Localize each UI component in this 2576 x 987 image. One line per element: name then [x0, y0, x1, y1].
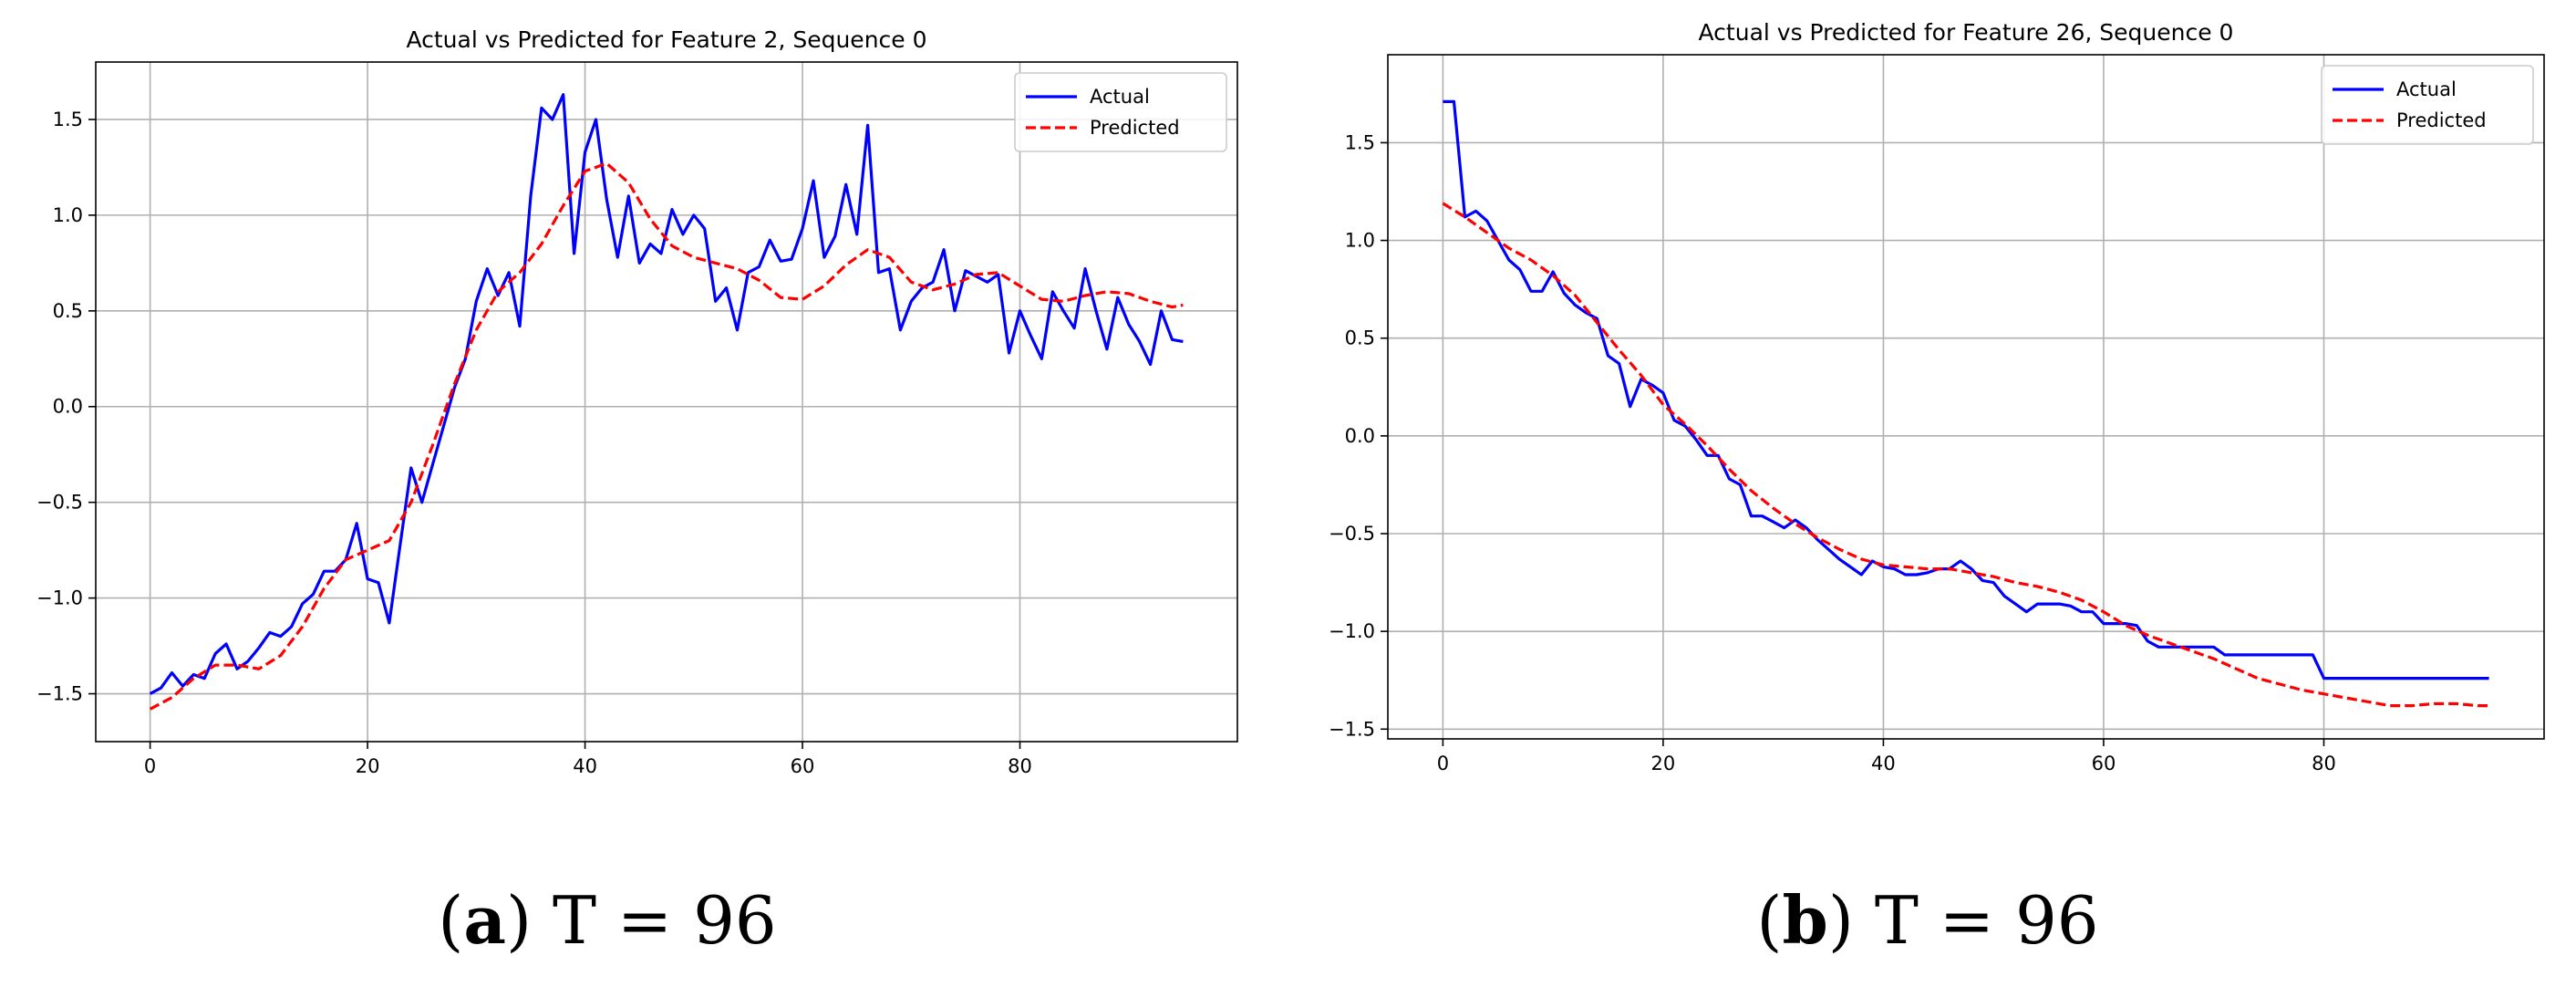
- legend: Actual Predicted: [1014, 72, 1227, 152]
- x-tick-label: 60: [791, 755, 815, 777]
- y-tick-label: −1.0: [36, 587, 83, 609]
- legend: Actual Predicted: [2321, 65, 2534, 145]
- caption-a: (a) T = 96: [438, 881, 777, 959]
- y-tick-label: −1.5: [1329, 718, 1375, 740]
- legend-label-actual: Actual: [1090, 86, 1150, 108]
- y-tick-label: 0.0: [1345, 425, 1375, 447]
- series-line-predicted: [149, 161, 1184, 711]
- x-tick-label: 40: [573, 755, 597, 777]
- y-tick-label: 1.5: [1345, 131, 1375, 153]
- y-tick-label: −0.5: [36, 492, 83, 514]
- series-line-predicted: [1442, 202, 2489, 708]
- y-tick-label: −0.5: [1329, 523, 1375, 545]
- chart-title: Actual vs Predicted for Feature 2, Seque…: [406, 26, 926, 53]
- x-tick-label: 20: [1651, 753, 1676, 774]
- y-tick-label: 1.5: [53, 109, 83, 130]
- plot-frame: [1387, 54, 2545, 740]
- legend-label-predicted: Predicted: [2396, 109, 2487, 131]
- x-tick-label: 20: [356, 755, 380, 777]
- y-tick-label: 1.0: [1345, 230, 1375, 252]
- legend-box: [1014, 72, 1227, 152]
- y-tick-label: 1.0: [53, 204, 83, 226]
- chart-title: Actual vs Predicted for Feature 26, Sequ…: [1699, 19, 2234, 46]
- chart-feature-2: Actual vs Predicted for Feature 2, Seque…: [36, 26, 1238, 777]
- x-tick-label: 0: [144, 755, 156, 777]
- y-tick-label: −1.5: [36, 683, 83, 705]
- caption-a-text: T = 96: [532, 882, 777, 959]
- plot-frame: [95, 61, 1238, 743]
- x-tick-label: 0: [1437, 753, 1449, 774]
- y-tick-label: −1.0: [1329, 620, 1375, 642]
- series-line-actual: [149, 93, 1184, 695]
- caption-a-label: a: [463, 881, 507, 959]
- legend-box: [2321, 65, 2534, 145]
- y-tick-label: 0.0: [53, 396, 83, 418]
- chart-feature-26: Actual vs Predicted for Feature 26, Sequ…: [1329, 19, 2545, 774]
- x-tick-label: 80: [1008, 755, 1032, 777]
- y-tick-label: 0.5: [53, 300, 83, 322]
- legend-label-actual: Actual: [2396, 78, 2457, 100]
- x-tick-label: 80: [2312, 753, 2336, 774]
- y-tick-label: 0.5: [1345, 327, 1375, 349]
- caption-b-label: b: [1782, 881, 1828, 959]
- caption-b: (b) T = 96: [1756, 881, 2099, 959]
- legend-label-predicted: Predicted: [1090, 117, 1180, 139]
- series-line-actual: [1443, 99, 2489, 681]
- x-tick-label: 60: [2092, 753, 2116, 774]
- caption-b-text: T = 96: [1853, 882, 2099, 959]
- x-tick-label: 40: [1871, 753, 1896, 774]
